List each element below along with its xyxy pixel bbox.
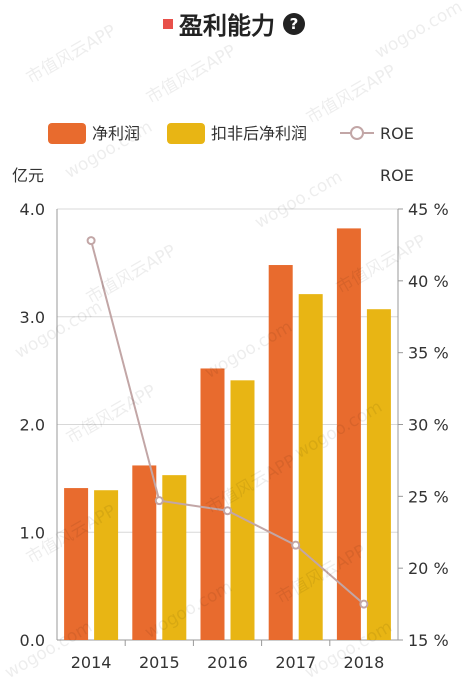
right-tick-label-1: 20 % (408, 559, 449, 578)
legend-label-2: ROE (380, 124, 414, 143)
legend-marker-2 (350, 126, 364, 140)
left-tick-label-4: 4.0 (20, 200, 45, 219)
right-tick-label-0: 15 % (408, 631, 449, 650)
x-tick-label-2016: 2016 (207, 653, 248, 672)
bar-deducted-net-profit-2015 (162, 475, 187, 640)
chart-title-text: 盈利能力 (179, 12, 275, 40)
right-axis-unit-label: ROE (380, 166, 414, 185)
roe-point-2018 (359, 599, 369, 609)
bar-net-profit-2018 (336, 228, 361, 640)
legend-swatch-0 (48, 123, 86, 144)
chart-title: 盈利能力? (0, 6, 468, 41)
bar-deducted-net-profit-2017 (298, 294, 323, 640)
left-tick-label-2: 2.0 (20, 416, 45, 435)
bar-net-profit-2015 (132, 465, 157, 640)
bar-net-profit-2014 (64, 488, 89, 640)
legend-label-0: 净利润 (92, 124, 140, 143)
left-axis-unit-label: 亿元 (12, 166, 44, 185)
left-tick-label-0: 0.0 (20, 631, 45, 650)
bar-deducted-net-profit-2016 (230, 380, 255, 640)
x-tick-label-2014: 2014 (71, 653, 112, 672)
right-tick-label-3: 30 % (408, 416, 449, 435)
legend-label-1: 扣非后净利润 (211, 124, 307, 143)
right-tick-label-4: 35 % (408, 344, 449, 363)
roe-line (90, 240, 365, 605)
title-marker-icon (163, 19, 173, 29)
x-tick-label-2018: 2018 (344, 653, 385, 672)
roe-point-2014 (86, 236, 96, 246)
left-tick-label-3: 3.0 (20, 308, 45, 327)
bar-net-profit-2016 (200, 368, 225, 640)
bar-net-profit-2017 (268, 265, 293, 640)
roe-point-2017 (291, 540, 301, 550)
bar-deducted-net-profit-2014 (94, 490, 119, 640)
roe-point-2016 (223, 506, 232, 516)
right-tick-label-5: 40 % (408, 272, 449, 291)
help-icon[interactable]: ? (283, 13, 305, 35)
bar-deducted-net-profit-2018 (366, 309, 391, 640)
right-tick-label-2: 25 % (408, 487, 449, 506)
x-tick-label-2015: 2015 (139, 653, 180, 672)
right-tick-label-6: 45 % (408, 200, 449, 219)
legend-swatch-1 (167, 123, 205, 144)
x-tick-label-2017: 2017 (275, 653, 316, 672)
roe-point-2015 (154, 496, 164, 506)
left-tick-label-1: 1.0 (20, 523, 45, 542)
